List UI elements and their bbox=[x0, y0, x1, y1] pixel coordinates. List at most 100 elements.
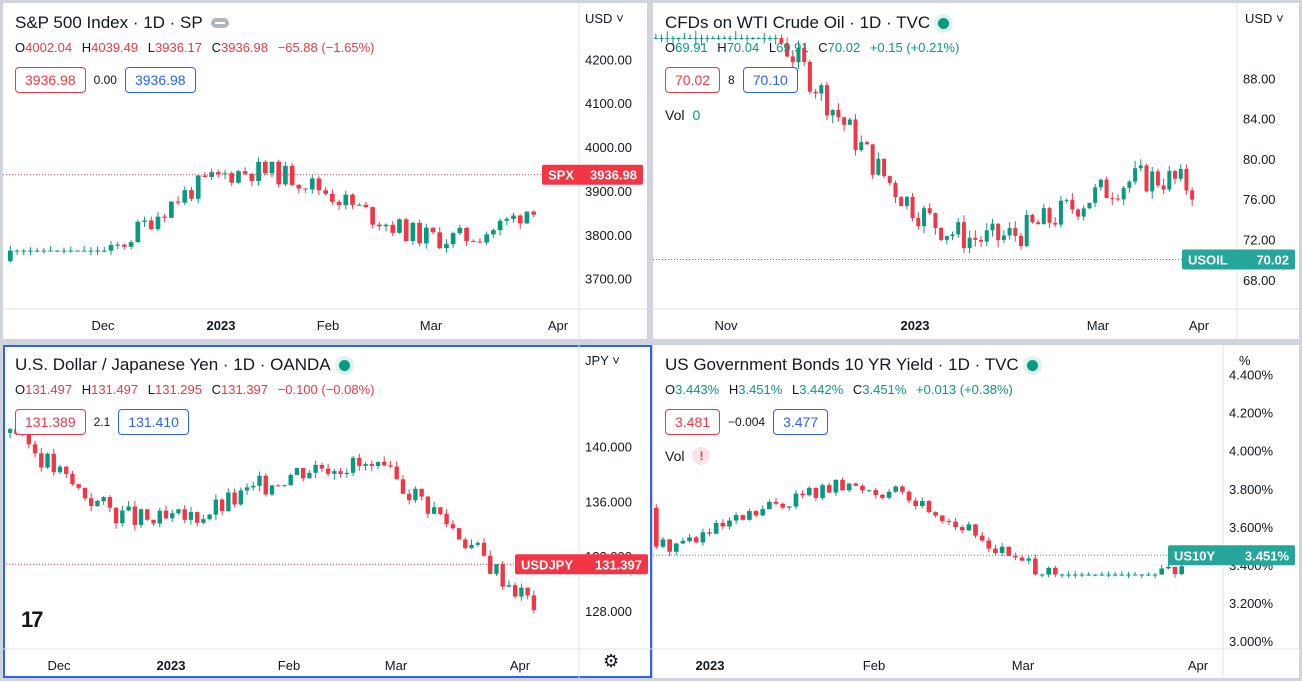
change-value: +0.013 (+0.38%) bbox=[916, 382, 1013, 397]
candle-body bbox=[26, 426, 32, 445]
candle-body bbox=[21, 250, 27, 252]
candle-body bbox=[95, 250, 100, 252]
chart-pane-us10y[interactable]: 4.400% 4.200% 4.000% 3.800% 3.600% 3.400% 3.20… bbox=[653, 345, 1299, 678]
candle-body bbox=[762, 38, 767, 40]
buy-button[interactable]: 70.10 bbox=[742, 67, 798, 93]
candle-body bbox=[410, 222, 416, 242]
candle-body bbox=[966, 524, 972, 531]
candle-body bbox=[126, 506, 131, 511]
chart-canvas[interactable]: 4.400%4.200%4.000%3.800%3.600%3.400%3.20… bbox=[653, 345, 1299, 678]
time-tick-label: 2023 bbox=[207, 318, 236, 333]
candle-body bbox=[524, 211, 530, 224]
tradingview-logo-icon[interactable]: 17 bbox=[21, 607, 44, 632]
price-tick-label: 3.000% bbox=[1229, 634, 1274, 649]
live-dot-icon bbox=[338, 359, 350, 371]
candle-body bbox=[1076, 209, 1081, 217]
candle-body bbox=[807, 61, 812, 92]
candle-body bbox=[511, 215, 516, 219]
volume-legend[interactable]: Vol 0 bbox=[665, 107, 700, 123]
candle-body bbox=[1047, 208, 1052, 223]
time-tick-label: Feb bbox=[317, 318, 339, 333]
symbol-header[interactable]: U.S. Dollar / Japanese Yen · 1D · OANDA bbox=[15, 355, 350, 375]
chart-canvas[interactable]: 4200.00 4100.00 4000.00 3900.00 3800.00 3700.… bbox=[3, 3, 647, 339]
candle-body bbox=[400, 479, 406, 494]
candle-body bbox=[61, 250, 67, 252]
buy-button[interactable]: 3936.98 bbox=[124, 67, 196, 93]
candle-body bbox=[145, 509, 150, 520]
currency-dropdown[interactable]: USD ˅ bbox=[585, 11, 624, 26]
live-dot-icon bbox=[1026, 359, 1038, 371]
symbol-title[interactable]: CFDs on WTI Crude Oil · 1D · TVC bbox=[665, 13, 931, 32]
candle-body bbox=[813, 91, 818, 94]
chart-pane-usoil[interactable]: 88.00 84.00 80.00 76.00 72.00 68.00 Nov 2023 Mar… bbox=[653, 3, 1299, 339]
last-price-value: 131.397 bbox=[595, 557, 642, 572]
chart-pane-usdjpy[interactable]: 140.000136.000132.000128.000Dec2023FebMa… bbox=[3, 345, 652, 678]
candle-body bbox=[76, 484, 81, 488]
symbol-header[interactable]: CFDs on WTI Crude Oil · 1D · TVC bbox=[665, 13, 950, 33]
chart-pane-spx[interactable]: 4200.00 4100.00 4000.00 3900.00 3800.00 3700.… bbox=[3, 3, 647, 339]
currency-dropdown[interactable]: USD ˅ bbox=[1245, 11, 1284, 26]
candle-body bbox=[1172, 566, 1178, 575]
candle-body bbox=[330, 193, 335, 202]
candle-body bbox=[1166, 566, 1171, 569]
price-tick-label: 4.000% bbox=[1229, 444, 1274, 459]
candle-body bbox=[882, 158, 887, 177]
currency-dropdown[interactable]: JPY ˅ bbox=[585, 353, 620, 368]
warning-icon[interactable]: ! bbox=[692, 447, 711, 465]
candle-body bbox=[722, 38, 727, 40]
candle-body bbox=[382, 461, 387, 466]
candle-body bbox=[720, 522, 726, 527]
candle-body bbox=[836, 109, 841, 118]
price-tick-label: 3900.00 bbox=[585, 184, 632, 199]
candle-body bbox=[830, 109, 835, 116]
symbol-title[interactable]: S&P 500 Index · 1D · SP bbox=[15, 13, 203, 32]
candle-body bbox=[390, 224, 396, 233]
candle-body bbox=[999, 546, 1005, 553]
candle-body bbox=[1041, 208, 1046, 225]
symbol-title[interactable]: U.S. Dollar / Japanese Yen · 1D · OANDA bbox=[15, 355, 331, 374]
candle-body bbox=[1001, 235, 1006, 241]
candle-body bbox=[202, 175, 208, 177]
candle-body bbox=[88, 250, 94, 252]
candle-body bbox=[802, 47, 807, 62]
symbol-tag: USOIL bbox=[1188, 252, 1228, 267]
candle-body bbox=[201, 519, 206, 523]
candle-body bbox=[1006, 546, 1012, 557]
gear-icon[interactable]: ⚙ bbox=[603, 651, 620, 671]
candle-body bbox=[209, 172, 214, 177]
candle-body bbox=[906, 491, 912, 501]
sell-button[interactable]: 131.389 bbox=[15, 409, 86, 435]
candle-body bbox=[481, 542, 487, 556]
sell-button[interactable]: 3.481 bbox=[665, 409, 721, 435]
price-tick-label: 3700.00 bbox=[585, 272, 632, 287]
candle-body bbox=[222, 173, 228, 175]
symbol-title[interactable]: US Government Bonds 10 YR Yield · 1D · T… bbox=[665, 355, 1019, 374]
chart-canvas[interactable]: 140.000136.000132.000128.000Dec2023FebMa… bbox=[3, 345, 652, 678]
chart-canvas[interactable]: 88.00 84.00 80.00 76.00 72.00 68.00 Nov 2023 Mar… bbox=[653, 3, 1299, 339]
candle-body bbox=[1033, 558, 1038, 575]
sell-button[interactable]: 70.02 bbox=[665, 67, 721, 93]
candle-body bbox=[213, 499, 219, 515]
candle-body bbox=[819, 85, 824, 94]
candle-body bbox=[707, 532, 712, 534]
candle-body bbox=[1099, 574, 1105, 576]
candle-body bbox=[300, 468, 306, 479]
symbol-header[interactable]: S&P 500 Index · 1D · SP bbox=[15, 13, 229, 33]
candle-body bbox=[531, 595, 537, 611]
candle-body bbox=[383, 224, 389, 227]
candle-body bbox=[525, 587, 530, 596]
candle-body bbox=[833, 479, 839, 493]
buy-button[interactable]: 131.410 bbox=[118, 409, 189, 435]
candle-body bbox=[939, 227, 944, 240]
price-tick-label: 4.400% bbox=[1229, 368, 1274, 383]
candle-body bbox=[226, 492, 231, 512]
candle-body bbox=[767, 501, 772, 510]
candle-body bbox=[699, 38, 704, 40]
volume-legend[interactable]: Vol ! bbox=[665, 447, 711, 465]
candle-body bbox=[990, 223, 995, 231]
symbol-header[interactable]: US Government Bonds 10 YR Yield · 1D · T… bbox=[665, 355, 1038, 375]
pill-icon bbox=[210, 18, 229, 28]
buy-button[interactable]: 3.477 bbox=[773, 409, 829, 435]
sell-button[interactable]: 3936.98 bbox=[15, 67, 86, 93]
candle-body bbox=[693, 537, 699, 543]
